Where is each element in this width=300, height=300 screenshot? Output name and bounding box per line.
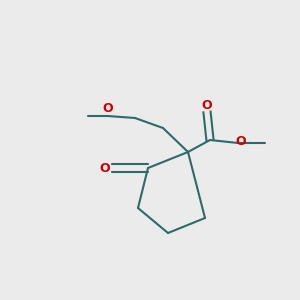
Text: O: O — [202, 100, 212, 112]
Text: O: O — [99, 161, 110, 175]
Text: O: O — [103, 102, 113, 115]
Text: O: O — [235, 135, 246, 148]
